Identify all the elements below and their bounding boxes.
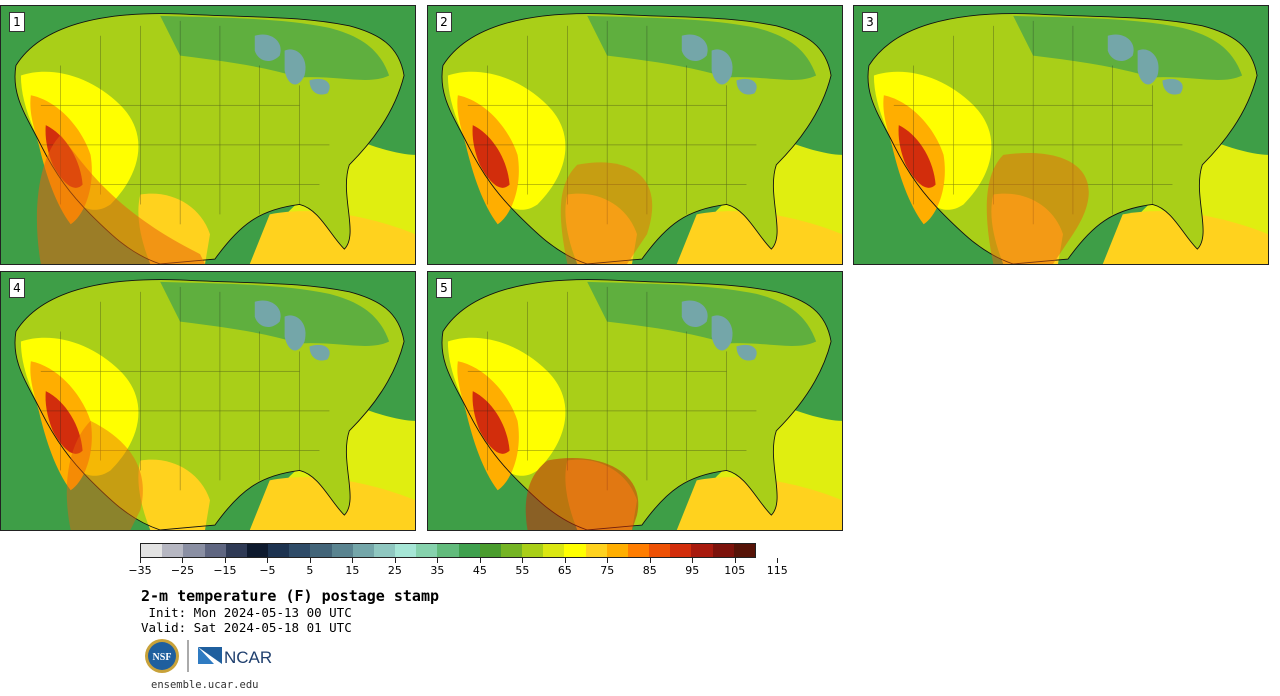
ncar-logo-text: NCAR: [224, 648, 272, 667]
colorbar-segment: [268, 544, 290, 557]
colorbar-tick: [777, 558, 779, 563]
colorbar-tick-label: −35: [128, 564, 152, 577]
colorbar-segment: [416, 544, 438, 557]
colorbar-tick-label: 85: [642, 564, 657, 577]
colorbar-segment: [352, 544, 374, 557]
colorbar-tick-label: 95: [685, 564, 700, 577]
colorbar-segment: [670, 544, 692, 557]
colorbar-segment: [564, 544, 586, 557]
colorbar-segment: [712, 544, 734, 557]
colorbar-segment: [627, 544, 650, 557]
colorbar-tick: [394, 558, 396, 563]
postage-stamp-panel-4: 4: [0, 271, 416, 531]
valid-time-text: Valid: Sat 2024-05-18 01 UTC: [141, 620, 352, 635]
colorbar-tick: [309, 558, 311, 563]
colorbar-segment: [204, 544, 226, 557]
colorbar-tick-label: 45: [472, 564, 487, 577]
colorbar-segment: [733, 544, 755, 557]
colorbar-segment: [522, 544, 544, 557]
colorbar-tick: [692, 558, 694, 563]
colorbar-tick: [352, 558, 354, 563]
colorbar-tick: [437, 558, 439, 563]
colorbar-segment: [141, 544, 163, 557]
temperature-map-4: [1, 272, 415, 530]
colorbar-ticks: −35 −25 −15 −5 5 15 25 35 45 55 65 75 85 95 105 115: [128, 558, 788, 582]
colorbar-tick-label: 105: [724, 564, 746, 577]
colorbar-tick-label: 75: [600, 564, 615, 577]
panel-number: 5: [436, 278, 452, 298]
colorbar-tick: [649, 558, 651, 563]
colorbar-tick: [564, 558, 566, 563]
postage-stamp-panel-3: 3: [853, 5, 1269, 265]
colorbar-tick: [224, 558, 226, 563]
colorbar-tick-label: 55: [515, 564, 530, 577]
init-time-text: Init: Mon 2024-05-13 00 UTC: [141, 605, 352, 620]
footer-url: ensemble.ucar.edu: [151, 679, 259, 691]
colorbar-segment: [691, 544, 713, 557]
panel-number: 4: [9, 278, 25, 298]
colorbar-tick-label: 5: [306, 564, 314, 577]
colorbar-segment: [225, 544, 247, 557]
logos: NSF NCAR: [144, 638, 284, 674]
colorbar-tick: [479, 558, 481, 563]
colorbar-tick-label: 65: [557, 564, 572, 577]
colorbar-segment: [395, 544, 417, 557]
colorbar-segment: [289, 544, 311, 557]
colorbar-tick-label: −25: [170, 564, 195, 577]
colorbar-segment: [373, 544, 396, 557]
colorbar-tick-label: 35: [430, 564, 445, 577]
colorbar-segment: [458, 544, 480, 557]
colorbar-segment: [585, 544, 607, 557]
figure-title: 2-m temperature (F) postage stamp: [141, 587, 440, 605]
panel-number: 2: [436, 12, 452, 32]
colorbar-segment: [162, 544, 184, 557]
colorbar-tick: [140, 558, 141, 563]
colorbar-segment: [310, 544, 332, 557]
panel-number: 3: [862, 12, 878, 32]
temperature-map-3: [854, 6, 1268, 264]
temperature-map-5: [428, 272, 842, 530]
postage-stamp-panel-5: 5: [427, 271, 843, 531]
colorbar-segment: [246, 544, 269, 557]
temperature-map-2: [428, 6, 842, 264]
colorbar-tick-label: 15: [345, 564, 360, 577]
colorbar-tick-label: −5: [259, 564, 276, 577]
colorbar-tick: [522, 558, 524, 563]
postage-stamp-panel-2: 2: [427, 5, 843, 265]
temperature-colorbar: [140, 543, 756, 558]
colorbar-segment: [331, 544, 353, 557]
colorbar-tick: [607, 558, 609, 563]
colorbar-segment: [500, 544, 523, 557]
colorbar-segment: [649, 544, 671, 557]
nsf-logo-text: NSF: [153, 652, 172, 663]
colorbar-segment: [606, 544, 628, 557]
colorbar-tick-label: −15: [213, 564, 237, 577]
nsf-logo: NSF: [145, 639, 179, 673]
colorbar-segment: [543, 544, 565, 557]
temperature-map-1: [1, 6, 415, 264]
colorbar-tick: [182, 558, 184, 563]
colorbar-segment: [479, 544, 501, 557]
colorbar-tick: [267, 558, 269, 563]
colorbar-segment: [437, 544, 459, 557]
ncar-logo: NCAR: [198, 647, 272, 667]
colorbar-tick: [734, 558, 736, 563]
panel-number: 1: [9, 12, 25, 32]
postage-stamp-panel-1: 1: [0, 5, 416, 265]
colorbar-tick-label: 115: [766, 564, 788, 577]
colorbar-tick-label: 25: [387, 564, 402, 577]
colorbar-segment: [183, 544, 205, 557]
